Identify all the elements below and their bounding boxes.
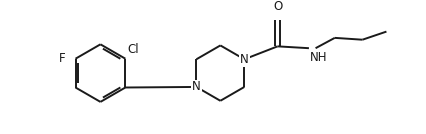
Text: N: N — [192, 80, 201, 93]
Text: Cl: Cl — [127, 43, 139, 56]
Text: F: F — [58, 52, 65, 65]
Text: N: N — [240, 53, 249, 66]
Text: NH: NH — [310, 51, 327, 64]
Text: O: O — [273, 0, 282, 13]
